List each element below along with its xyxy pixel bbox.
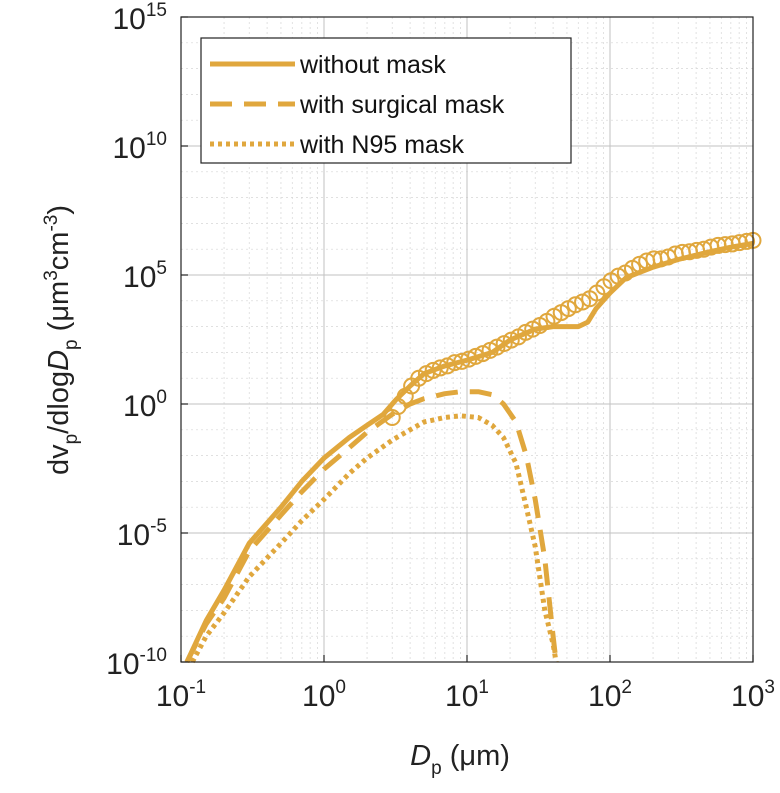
data-point-marker: [566, 296, 584, 314]
series-line-dashed: [184, 389, 559, 664]
data-point-marker: [431, 359, 449, 377]
x-tick-label: 101: [445, 677, 489, 713]
legend-label: with surgical mask: [299, 91, 505, 119]
data-point-marker: [738, 232, 756, 250]
x-tick-label: 103: [731, 677, 775, 713]
y-tick-label: 100: [123, 387, 167, 423]
x-axis-label: Dp (μm): [410, 740, 510, 779]
y-tick-label: 1010: [112, 129, 167, 165]
x-tick-label: 102: [588, 677, 632, 713]
data-point-marker: [467, 347, 485, 365]
data-point-marker: [730, 234, 748, 252]
legend: without mask with surgical mask with N95 m…: [200, 37, 572, 164]
y-tick-label: 1015: [112, 0, 167, 36]
y-tick-label: 10-5: [117, 516, 167, 552]
legend-label: with N95 mask: [299, 131, 464, 159]
y-tick-label: 10-10: [106, 645, 167, 681]
x-tick-label: 100: [302, 677, 346, 713]
y-tick-label: 105: [123, 258, 167, 294]
tick-labels: 10-1 100 101 102 103 10-10 10-5 100 105 1010 1015: [106, 0, 775, 713]
tick-marks: [180, 16, 754, 663]
series-line-dotted: [190, 413, 559, 664]
legend-label: without mask: [299, 51, 446, 79]
x-tick-label: 10-1: [156, 677, 206, 713]
marker-layer: [383, 231, 762, 426]
legend-box: [200, 37, 572, 164]
y-axis-label: dvp/dlogDp (μm3cm-3): [41, 205, 82, 475]
